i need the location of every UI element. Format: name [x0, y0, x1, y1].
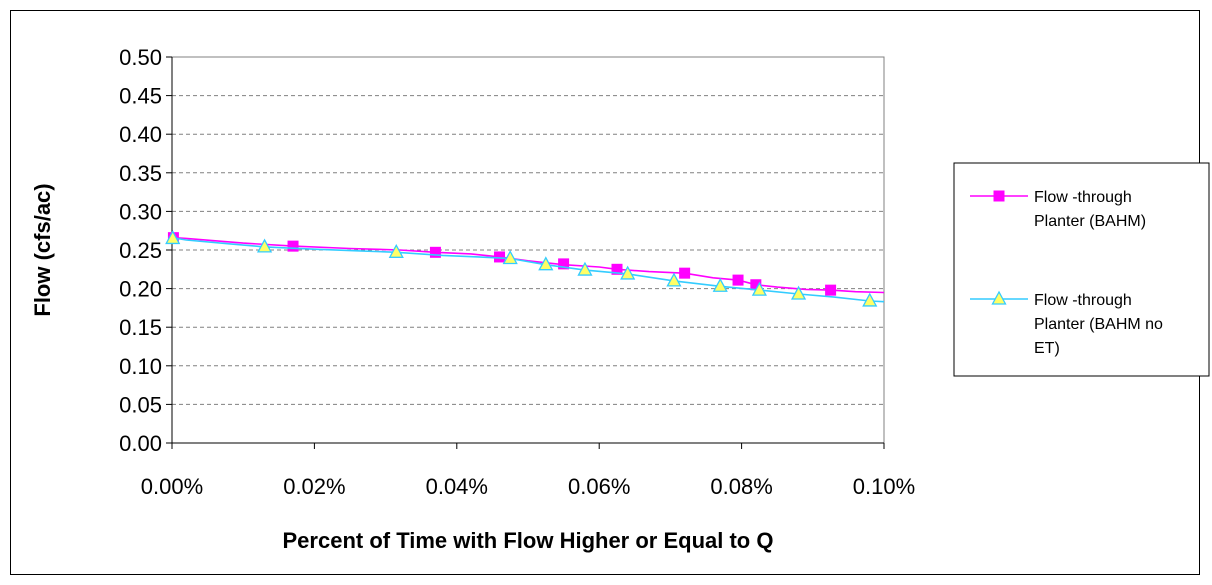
y-tick-label: 0.25: [119, 238, 162, 263]
legend-label: Flow -through Planter (BAHM): [1034, 189, 1146, 230]
y-tick-label: 0.15: [119, 315, 162, 340]
legend-marker: [993, 190, 1005, 202]
data-point: [712, 277, 728, 292]
series-line: [171, 236, 885, 294]
data-point: [732, 274, 744, 286]
series-lines: [165, 230, 885, 307]
series-1: [167, 232, 885, 296]
data-point: [256, 238, 273, 253]
data-point: [679, 267, 691, 279]
data-point: [388, 243, 404, 258]
series-line: [171, 236, 885, 303]
y-tick-label: 0.45: [119, 84, 162, 109]
axes: [166, 56, 885, 449]
y-tick-label: 0.30: [119, 199, 162, 224]
data-point: [429, 246, 441, 258]
x-tick-label: 0.04%: [426, 474, 488, 499]
y-axis-title: Flow (cfs/ac): [30, 183, 55, 316]
y-tick-label: 0.00: [119, 431, 162, 456]
data-point: [620, 265, 636, 280]
data-point: [287, 240, 299, 252]
y-tick-label: 0.50: [119, 45, 162, 70]
data-point: [666, 272, 682, 287]
legend: Flow -through Planter (BAHM) Flow -through…: [953, 162, 1210, 377]
data-point: [502, 250, 518, 265]
grid-lines: [172, 56, 884, 405]
x-tick-label: 0.10%: [853, 474, 915, 499]
data-point: [538, 256, 554, 271]
x-tick-label: 0.08%: [710, 474, 772, 499]
legend-entry-2: Flow -through Planter (BAHM no ET): [970, 290, 1163, 357]
legend-label: Flow -through Planter (BAHM no ET): [1034, 292, 1163, 357]
data-point: [790, 285, 807, 300]
data-point: [558, 258, 570, 270]
x-tick-label: 0.02%: [283, 474, 345, 499]
data-point: [494, 251, 506, 263]
data-point: [862, 292, 878, 307]
x-axis-title: Percent of Time with Flow Higher or Equa…: [283, 528, 774, 553]
data-point: [825, 284, 837, 296]
x-tick-label: 0.06%: [568, 474, 630, 499]
y-tick-label: 0.20: [119, 277, 162, 302]
tick-labels: 0.00 0.05 0.10 0.15 0.20 0.25 0.30 0.35 0.40 0.45…: [119, 45, 915, 499]
legend-entries: Flow -through Planter (BAHM) Flow -through…: [970, 189, 1163, 357]
x-tick-label: 0.00%: [141, 474, 203, 499]
y-tick-label: 0.35: [119, 161, 162, 186]
y-tick-label: 0.05: [119, 392, 162, 417]
legend-entry-1: Flow -through Planter (BAHM): [970, 189, 1146, 230]
data-point: [165, 230, 181, 245]
y-tick-label: 0.40: [119, 122, 162, 147]
series-2: [165, 230, 885, 307]
y-tick-label: 0.10: [119, 354, 162, 379]
data-point: [577, 261, 593, 276]
data-point: [611, 263, 623, 275]
legend-marker: [991, 290, 1007, 305]
data-point: [751, 281, 767, 296]
